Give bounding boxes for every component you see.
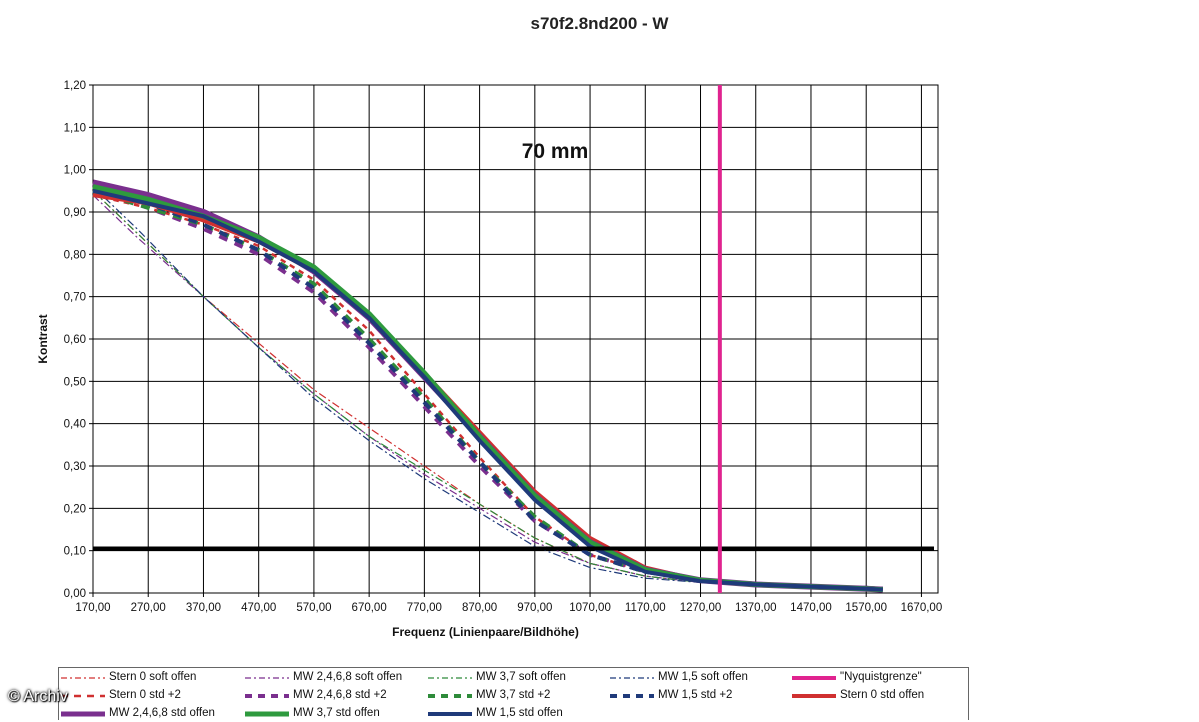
y-tick-label: 0,60 [64,334,86,346]
legend-swatch [61,677,105,679]
legend-label: MW 1,5 std offen [476,707,563,719]
x-tick-label: 1070,00 [569,602,611,614]
chart-title: s70f2.8nd200 - W [530,14,669,33]
y-tick-label: 0,80 [64,249,86,261]
y-tick-label: 0,70 [64,292,86,304]
legend-label: MW 1,5 std +2 [658,689,733,701]
y-tick-label: 0,00 [64,588,86,600]
x-tick-label: 670,00 [352,602,387,614]
y-axis-label: Kontrast [36,314,50,363]
x-tick-label: 1470,00 [790,602,832,614]
x-axis-label: Frequenz (Linienpaare/Bildhöhe) [392,625,579,639]
x-tick-label: 170,00 [75,602,110,614]
x-tick-label: 870,00 [462,602,497,614]
legend-swatch [610,694,654,698]
y-tick-label: 0,30 [64,461,86,473]
legend-swatch [245,711,289,717]
series-line-12 [92,188,883,592]
legend-swatch [428,677,472,679]
y-tick-label: 0,90 [64,207,86,219]
legend: Stern 0 soft offen MW 2,4,6,8 soft offen M… [58,667,969,720]
legend-label: Stern 0 std offen [840,689,925,701]
legend-label: MW 1,5 soft offen [658,671,748,683]
legend-label: MW 3,7 std +2 [476,689,551,701]
y-tick-label: 1,20 [64,80,86,92]
legend-swatch [792,694,836,698]
legend-label: MW 2,4,6,8 std offen [109,707,215,719]
y-tick-label: 0,40 [64,419,86,431]
legend-label: MW 3,7 std offen [293,707,380,719]
x-tick-label: 1370,00 [735,602,777,614]
plot-area: 0,00 0,10 0,20 0,30 0,40 0,50 0,60 0,70 0,80 0,90… [36,80,943,639]
legend-swatch [428,712,472,716]
annotation-70mm: 70 mm [522,140,589,163]
x-tick-label: 370,00 [186,602,221,614]
legend-label: Stern 0 std +2 [109,689,181,701]
legend-swatch [792,676,836,680]
x-tick-label: 1170,00 [625,602,666,614]
legend-swatch [428,694,472,698]
legend-label: MW 3,7 soft offen [476,671,566,683]
x-tick-label: 270,00 [131,602,166,614]
x-tick-label: 770,00 [407,602,442,614]
legend-swatch [61,711,105,717]
series-line-3 [92,186,883,590]
x-tick-label: 1670,00 [901,602,943,614]
x-tick-label: 970,00 [517,602,552,614]
legend-swatch [245,677,289,679]
y-tick-label: 0,20 [64,503,86,515]
x-tick-label: 1270,00 [680,602,722,614]
y-tick-label: 1,10 [64,122,86,134]
watermark: © Archiv [8,688,68,705]
legend-label: Stern 0 soft offen [109,671,197,683]
y-tick-label: 1,00 [64,165,86,177]
legend-label: MW 2,4,6,8 soft offen [293,671,403,683]
legend-swatch [245,694,289,698]
x-tick-label: 570,00 [296,602,331,614]
legend-label: MW 2,4,6,8 std +2 [293,689,387,701]
x-tick-label: 470,00 [241,602,276,614]
y-tick-label: 0,10 [64,546,86,558]
legend-swatch [610,677,654,679]
legend-label: "Nyquistgrenze" [840,671,922,683]
y-tick-label: 0,50 [64,376,86,388]
x-tick-label: 1570,00 [845,602,887,614]
